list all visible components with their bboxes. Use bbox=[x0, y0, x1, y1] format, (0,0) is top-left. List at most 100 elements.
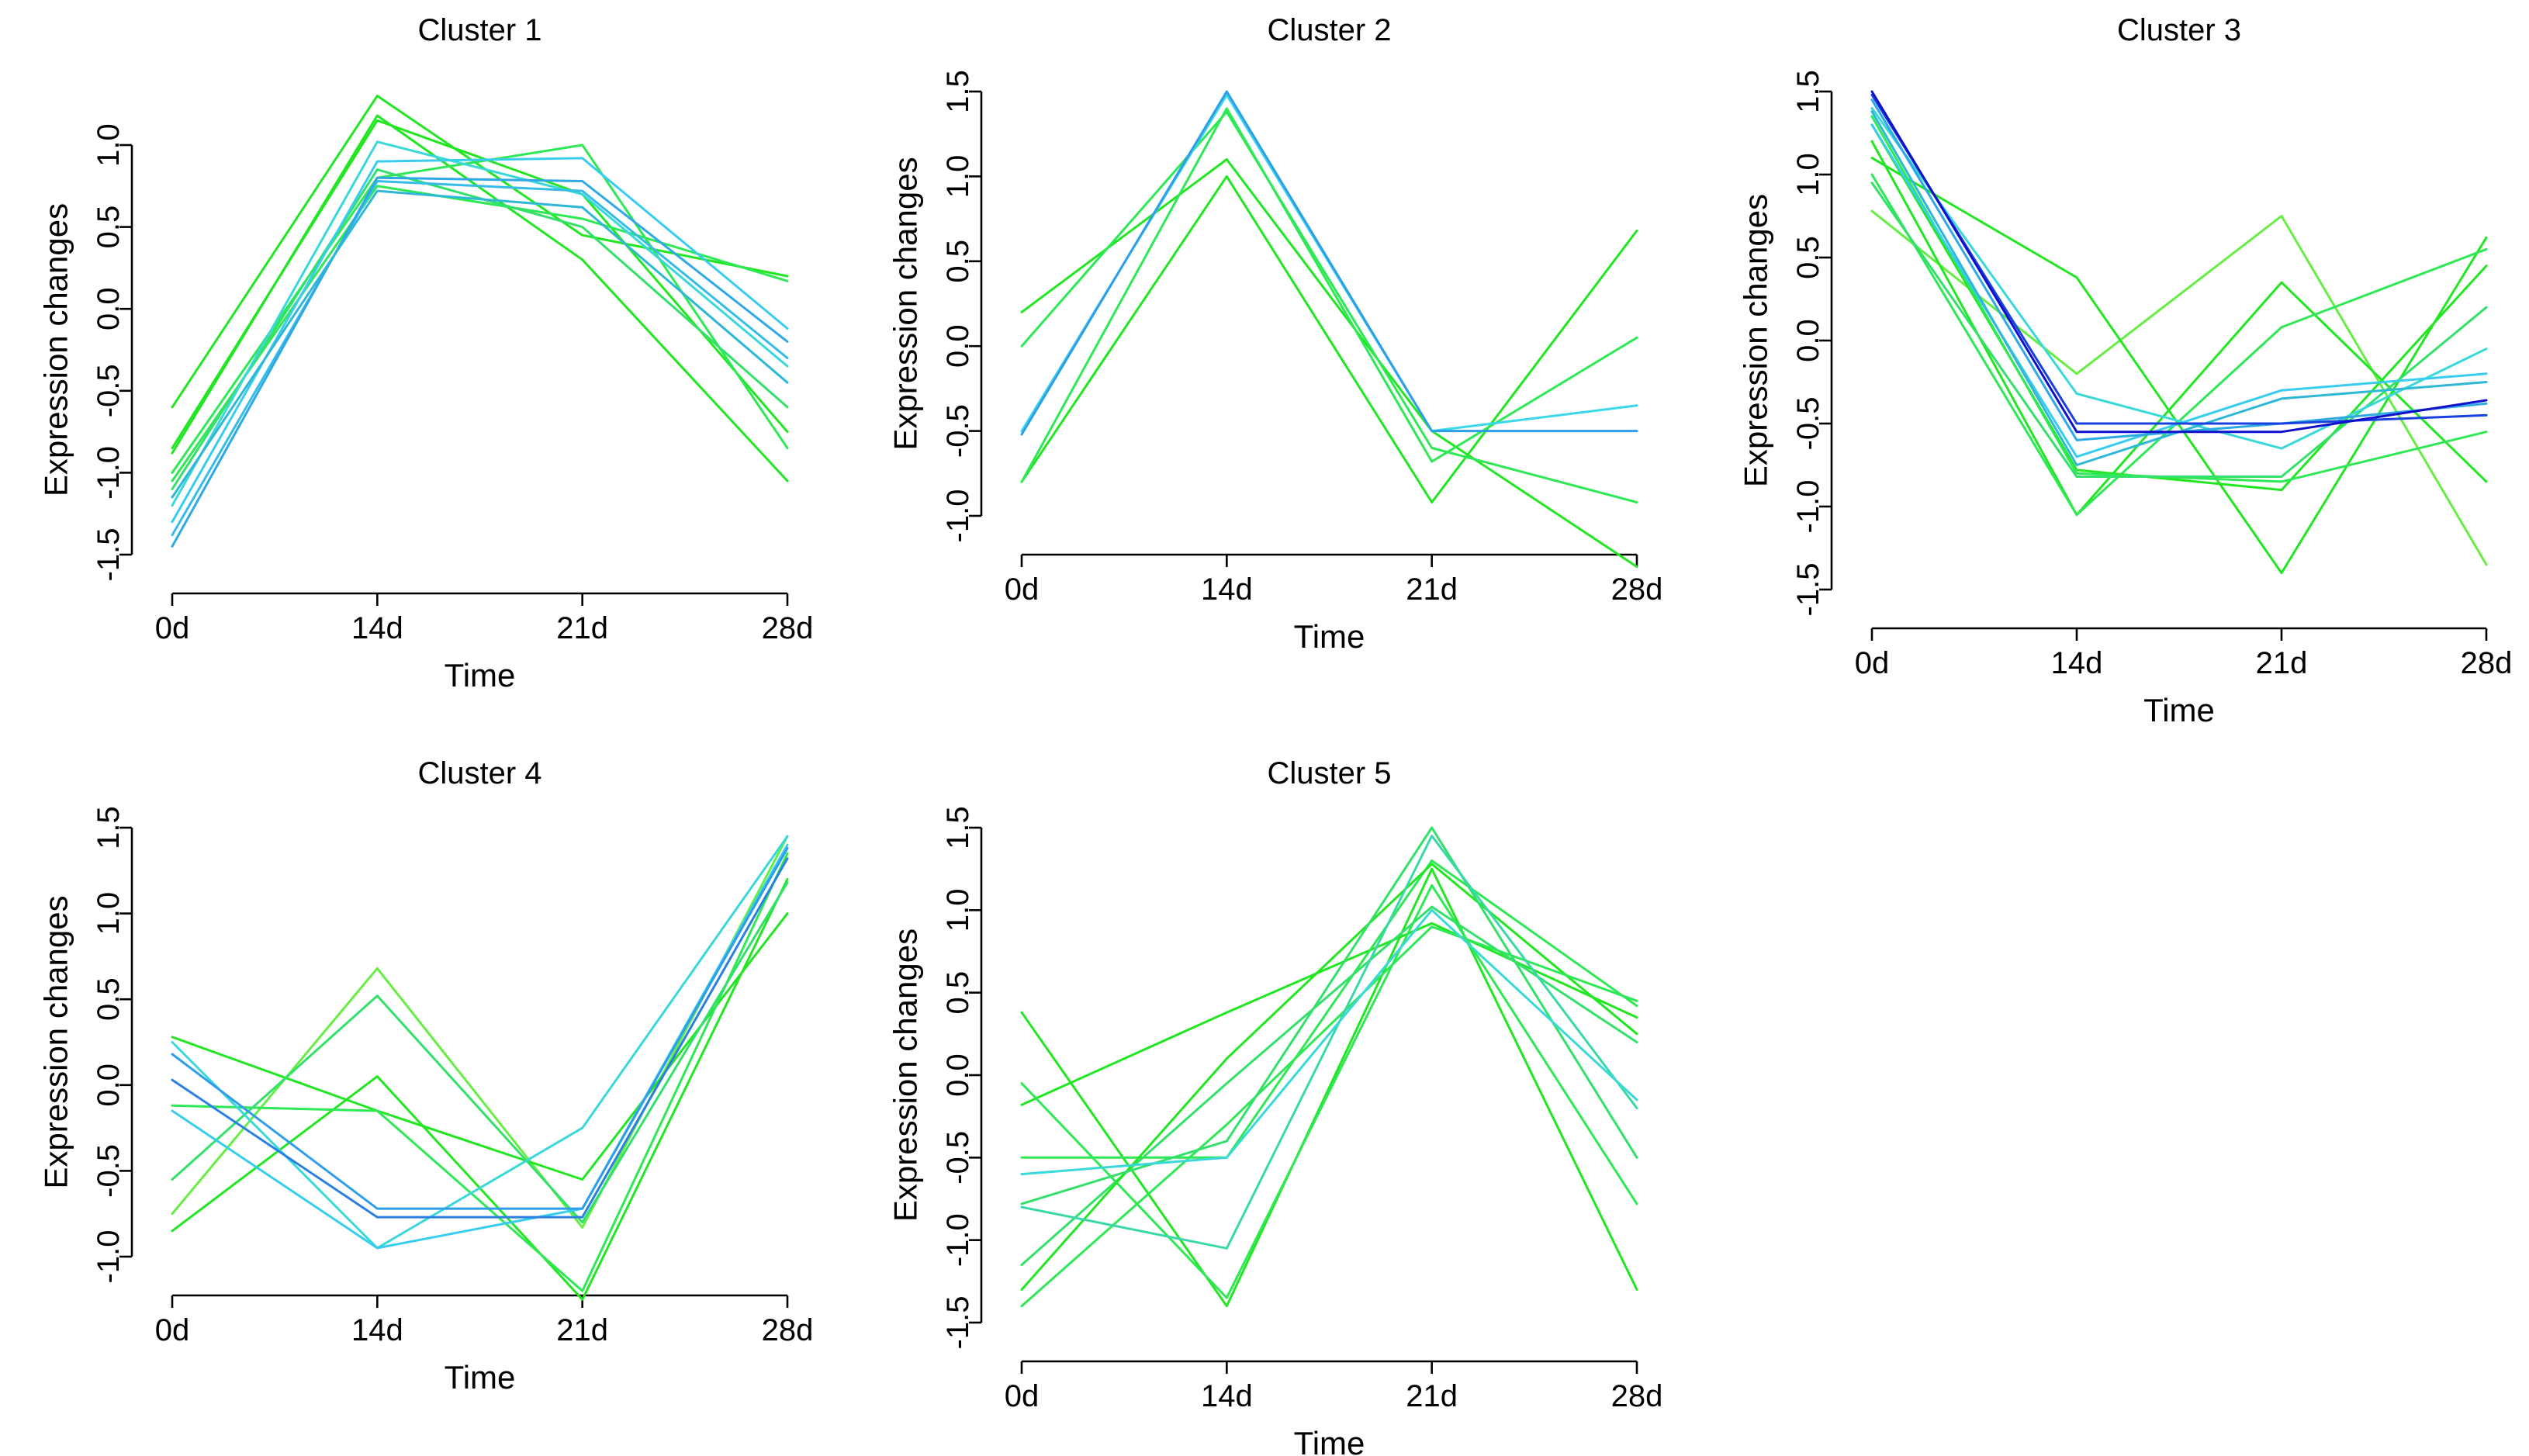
x-tick-label: 0d bbox=[1855, 646, 1890, 680]
x-axis-label: Time bbox=[1294, 1425, 1365, 1456]
series-line-5 bbox=[1870, 123, 2488, 492]
y-tick-label: -1.0 bbox=[92, 446, 126, 500]
y-tick-label: 1.5 bbox=[941, 70, 975, 113]
series-line-3 bbox=[1020, 110, 1638, 503]
x-tick-label: 21d bbox=[556, 1313, 608, 1347]
x-tick-label: 28d bbox=[1611, 572, 1663, 607]
chart-title: Cluster 2 bbox=[1267, 13, 1391, 47]
chart-panel-1: Cluster 1 0d 14d 21d 28d Time -1.5 -1.0 -0.5 0.0 0… bbox=[38, 13, 814, 693]
x-tick-label: 21d bbox=[1406, 572, 1458, 607]
series-line-8 bbox=[171, 847, 789, 1210]
series-line-4 bbox=[1020, 884, 1638, 1299]
chart-title: Cluster 5 bbox=[1267, 756, 1391, 790]
y-tick-label: 0.0 bbox=[941, 324, 975, 368]
series-line-1 bbox=[1020, 158, 1638, 569]
series-line-3 bbox=[1020, 859, 1638, 1159]
x-tick-label: 14d bbox=[1201, 1379, 1253, 1413]
y-axis-label: Expression changes bbox=[887, 929, 924, 1222]
series-line-8 bbox=[171, 157, 789, 524]
chart-title: Cluster 4 bbox=[417, 756, 541, 790]
series-line-5 bbox=[171, 881, 789, 1224]
y-tick-label: -0.5 bbox=[92, 1144, 126, 1198]
series-line-7 bbox=[1870, 182, 2488, 478]
series-line-1 bbox=[171, 95, 789, 409]
chart-title: Cluster 3 bbox=[2117, 13, 2241, 47]
series-line-9 bbox=[171, 857, 789, 1219]
x-axis-label: Time bbox=[445, 1359, 516, 1395]
chart-panel-4: Cluster 4 0d 14d 21d 28d Time -1.0 -0.5 0.0 0.5 1.… bbox=[38, 756, 814, 1395]
y-tick-label: -1.5 bbox=[92, 528, 126, 582]
y-tick-label: 0.0 bbox=[92, 287, 126, 330]
x-tick-label: 28d bbox=[762, 1313, 814, 1347]
series-line-5 bbox=[171, 185, 789, 482]
series-line-10 bbox=[171, 176, 789, 548]
series-line-4 bbox=[1870, 173, 2488, 517]
y-tick-label: 0.0 bbox=[92, 1063, 126, 1107]
y-tick-label: 1.0 bbox=[1791, 153, 1825, 196]
x-tick-label: 0d bbox=[1005, 572, 1040, 607]
series-line-3 bbox=[171, 114, 789, 482]
y-tick-label: -0.5 bbox=[1791, 397, 1825, 451]
y-tick-label: 0.5 bbox=[941, 971, 975, 1015]
series-line-6 bbox=[1020, 90, 1638, 436]
series-line-7 bbox=[1020, 925, 1638, 1308]
y-axis-label: Expression changes bbox=[887, 157, 924, 450]
series-line-3 bbox=[171, 912, 789, 1181]
chart-panel-3: Cluster 3 0d 14d 21d 28d Time -1.5 -1.0 -0.5 0.0 0… bbox=[1738, 13, 2513, 728]
x-tick-label: 21d bbox=[2256, 646, 2308, 680]
series-line-4 bbox=[1020, 107, 1638, 483]
y-tick-label: -0.5 bbox=[92, 364, 126, 417]
series-line-8 bbox=[1020, 826, 1638, 1205]
y-tick-label: 1.5 bbox=[941, 806, 975, 849]
x-tick-label: 0d bbox=[1005, 1379, 1040, 1413]
y-tick-label: -1.0 bbox=[941, 489, 975, 543]
series-line-8 bbox=[1870, 106, 2488, 450]
y-tick-label: 0.5 bbox=[92, 977, 126, 1021]
series-line-7 bbox=[171, 140, 789, 507]
x-axis-label: Time bbox=[2143, 692, 2215, 728]
x-tick-label: 28d bbox=[2461, 646, 2513, 680]
y-tick-label: -1.0 bbox=[941, 1213, 975, 1267]
y-axis-label: Expression changes bbox=[38, 203, 74, 496]
y-tick-label: 0.5 bbox=[941, 240, 975, 283]
series-line-2 bbox=[1870, 157, 2488, 575]
series-line-6 bbox=[1020, 863, 1638, 1291]
series-line-2 bbox=[1020, 175, 1638, 503]
x-tick-label: 21d bbox=[556, 611, 608, 645]
series-line-11 bbox=[171, 189, 789, 499]
y-tick-label: -1.5 bbox=[941, 1296, 975, 1350]
y-tick-label: 1.5 bbox=[1791, 70, 1825, 113]
y-tick-label: 1.5 bbox=[92, 806, 126, 849]
series-line-13 bbox=[1870, 90, 2488, 434]
series-line-6 bbox=[171, 168, 789, 490]
x-tick-label: 14d bbox=[351, 1313, 403, 1347]
chart-title: Cluster 1 bbox=[417, 13, 541, 47]
y-tick-label: 1.0 bbox=[941, 155, 975, 199]
y-tick-label: 0.0 bbox=[1791, 319, 1825, 362]
y-tick-label: 0.5 bbox=[92, 206, 126, 249]
x-tick-label: 0d bbox=[155, 1313, 190, 1347]
x-tick-label: 28d bbox=[1611, 1379, 1663, 1413]
y-tick-label: 1.0 bbox=[92, 892, 126, 936]
series-line-6 bbox=[171, 835, 789, 1250]
x-tick-label: 28d bbox=[762, 611, 814, 645]
chart-panel-2: Cluster 2 0d 14d 21d 28d Time -1.0 -0.5 0.0 0.5 1.… bbox=[887, 13, 1663, 655]
y-tick-label: 1.0 bbox=[941, 889, 975, 932]
y-tick-label: 0.5 bbox=[1791, 236, 1825, 279]
chart-panel-5: Cluster 5 0d 14d 21d 28d Time -1.5 -1.0 -0.5 0.0 0… bbox=[887, 756, 1663, 1456]
y-tick-label: -1.0 bbox=[1791, 480, 1825, 534]
y-tick-label: 1.0 bbox=[92, 123, 126, 167]
x-tick-label: 14d bbox=[1201, 572, 1253, 607]
y-tick-label: -0.5 bbox=[941, 404, 975, 458]
y-tick-label: -1.0 bbox=[92, 1230, 126, 1284]
y-tick-label: 0.0 bbox=[941, 1053, 975, 1097]
series-line-4 bbox=[171, 144, 789, 474]
y-tick-label: -0.5 bbox=[941, 1131, 975, 1185]
series-line-1 bbox=[1020, 867, 1638, 1308]
y-tick-label: -1.5 bbox=[1791, 563, 1825, 617]
series-line-12 bbox=[1870, 93, 2488, 425]
series-line-9 bbox=[171, 180, 789, 537]
x-tick-label: 0d bbox=[155, 611, 190, 645]
series-line-10 bbox=[1020, 908, 1638, 1176]
